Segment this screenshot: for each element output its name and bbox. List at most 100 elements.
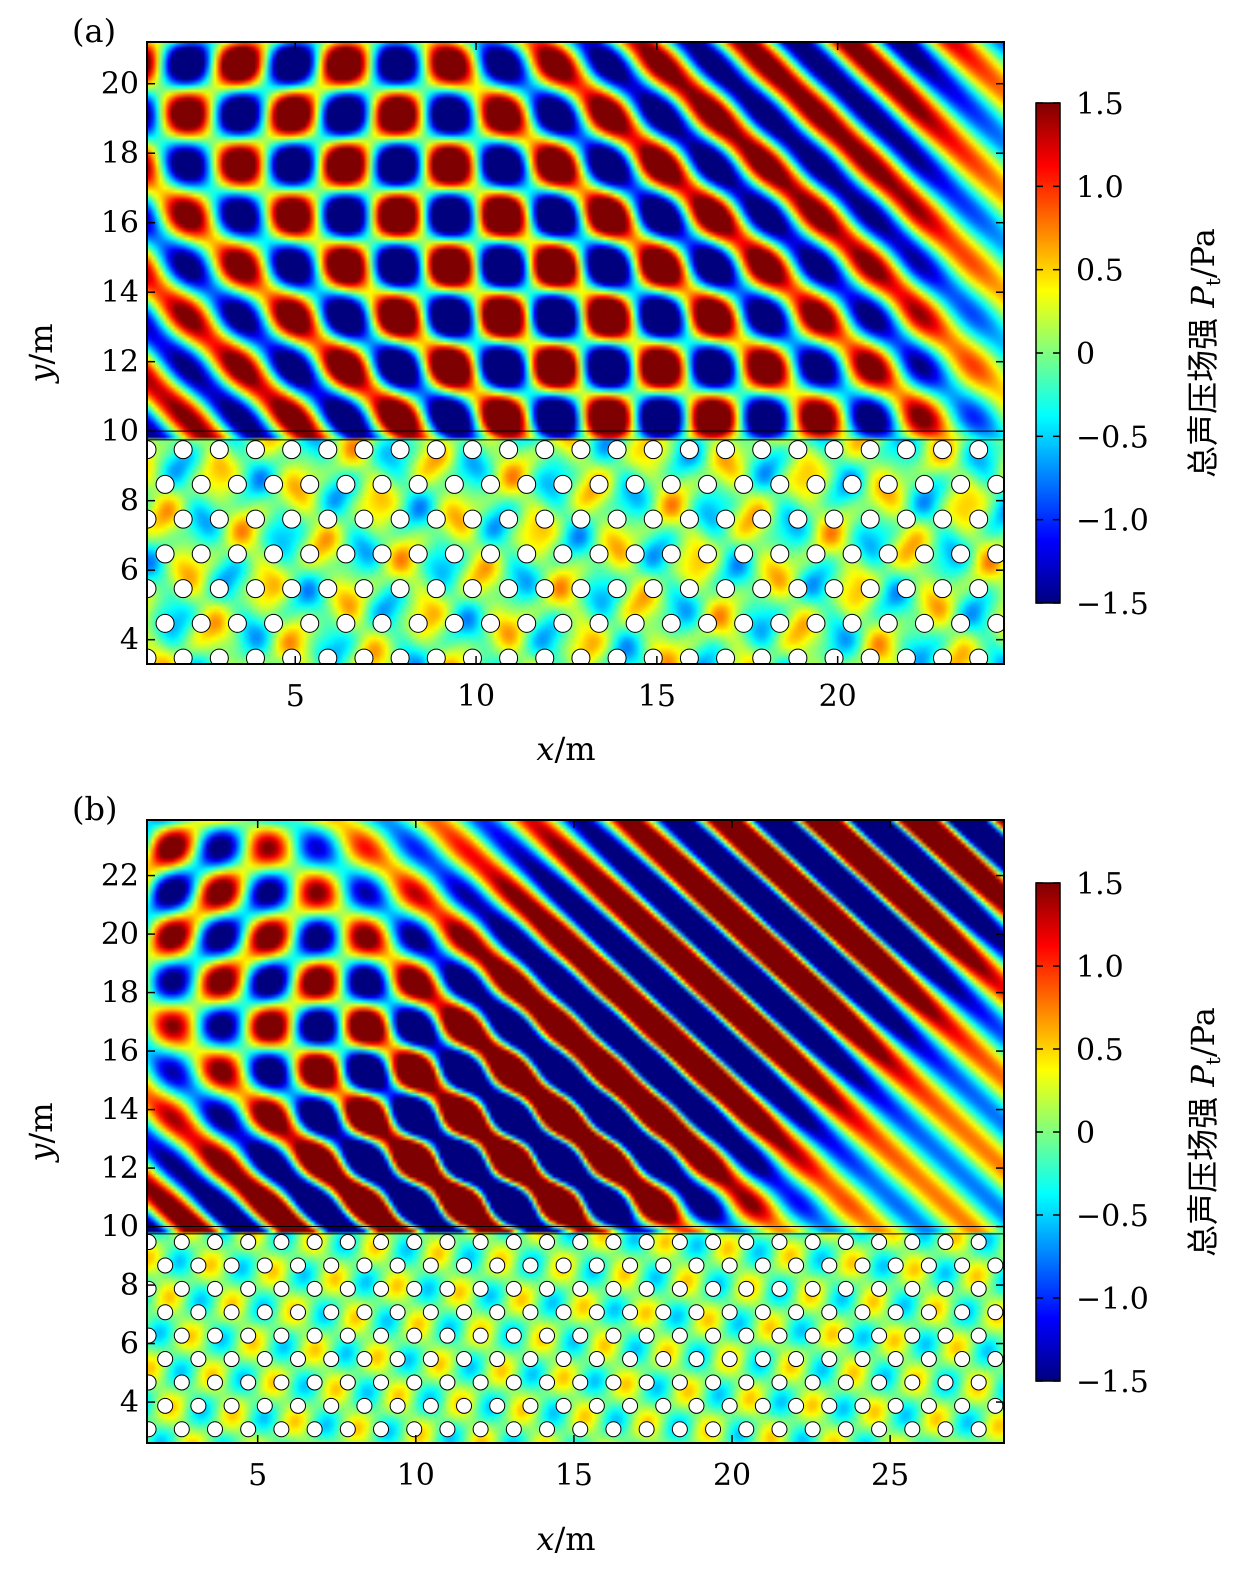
scatterer-circle xyxy=(157,1351,174,1368)
scatterer-circle xyxy=(256,1397,273,1414)
scatterer-circle xyxy=(754,1304,771,1321)
scatterer-circle xyxy=(656,1445,671,1460)
y-tick-label: 14 xyxy=(101,1093,139,1128)
scatterer-circle xyxy=(147,1280,157,1297)
scatterer-circle xyxy=(622,1397,639,1414)
scatterer-circle xyxy=(854,1257,871,1274)
scatterer-circle xyxy=(354,579,374,599)
scatterer-circle xyxy=(625,613,645,633)
scatterer-circle xyxy=(124,1305,139,1320)
x-tick-label: 20 xyxy=(713,1458,751,1493)
scatterer-circle xyxy=(987,1304,1004,1321)
panel-a-x-axis-title: x/m xyxy=(536,730,595,768)
scatterer-circle xyxy=(406,1374,423,1391)
x-tick-label: 25 xyxy=(871,1458,909,1493)
scatterer-circle xyxy=(887,1257,904,1274)
scatterer-circle xyxy=(1006,649,1024,667)
scatterer-circle xyxy=(408,613,428,633)
scatterer-circle xyxy=(209,579,229,599)
x-tick-label: 10 xyxy=(397,1458,435,1493)
scatterer-circle xyxy=(804,1327,821,1344)
y-tick-label: 18 xyxy=(101,976,139,1011)
scatterer-circle xyxy=(522,1397,539,1414)
scatterer-circle xyxy=(970,1374,987,1391)
scatterer-circle xyxy=(444,544,464,564)
scatterer-circle xyxy=(389,1304,406,1321)
scatterer-circle xyxy=(716,579,736,599)
scatterer-circle xyxy=(102,510,120,528)
scatterer-circle xyxy=(860,648,880,664)
scatterer-circle xyxy=(771,1374,788,1391)
scatterer-circle xyxy=(339,1327,356,1344)
scatterer-circle xyxy=(522,1304,539,1321)
scatterer-circle xyxy=(539,1327,556,1344)
scatterer-circle xyxy=(505,1327,522,1344)
scatterer-circle xyxy=(191,1445,206,1460)
scatterer-circle xyxy=(921,1445,936,1460)
scatterer-circle xyxy=(671,1280,688,1297)
scatterer-circle xyxy=(336,613,356,633)
scatterer-circle xyxy=(173,648,193,664)
panel-a-y-axis-title: y/m xyxy=(22,323,60,384)
scatterer-circle xyxy=(173,1421,190,1438)
scatterer-circle xyxy=(256,1304,273,1321)
colorbar-tick-label: 1.0 xyxy=(1076,170,1124,205)
scatterer-circle xyxy=(555,1397,572,1414)
scatterer-circle xyxy=(209,440,229,460)
panel-a-plot-frame xyxy=(146,41,1005,665)
scatterer-circle xyxy=(951,544,971,564)
scatterer-circle xyxy=(878,613,898,633)
scatterer-circle xyxy=(571,579,591,599)
scatterer-circle xyxy=(223,1257,240,1274)
scatterer-circle xyxy=(643,509,663,529)
scatterer-circle xyxy=(954,1304,971,1321)
scatterer-circle xyxy=(206,1421,223,1438)
scatterer-circle xyxy=(422,1304,439,1321)
scatterer-circle xyxy=(625,474,645,494)
panel-a-colorbar-title: 总声压场强 Pt/Pa xyxy=(1184,228,1225,478)
colorbar-tick-label: −0.5 xyxy=(1076,420,1149,455)
y-tick-label: 10 xyxy=(101,1210,139,1245)
scatterer-circle xyxy=(155,544,175,564)
scatterer-circle xyxy=(406,1280,423,1297)
scatterer-circle xyxy=(638,1327,655,1344)
scatterer-circle xyxy=(671,1234,688,1251)
scatterer-circle xyxy=(970,1327,987,1344)
scatterer-circle xyxy=(481,474,501,494)
colorbar-tick-label: −1.5 xyxy=(1076,1365,1149,1400)
scatterer-circle xyxy=(505,1421,522,1438)
scatterer-circle xyxy=(102,649,120,667)
scatterer-circle xyxy=(356,1257,373,1274)
scatterer-circle xyxy=(860,440,880,460)
scatterer-circle xyxy=(108,1422,123,1437)
colorbar-tick-label: −1.0 xyxy=(1076,504,1149,539)
scatterer-circle xyxy=(837,1421,854,1438)
scatterer-circle xyxy=(771,1234,788,1251)
scatterer-circle xyxy=(721,1304,738,1321)
scatterer-circle xyxy=(472,1374,489,1391)
scatterer-circle xyxy=(821,1304,838,1321)
scatterer-circle xyxy=(147,440,157,460)
scatterer-circle xyxy=(655,1351,672,1368)
scatterer-circle xyxy=(462,440,482,460)
scatterer-circle xyxy=(390,509,410,529)
scatterer-circle xyxy=(937,1374,954,1391)
scatterer-circle xyxy=(147,509,157,529)
scatterer-circle xyxy=(444,613,464,633)
scatterer-circle xyxy=(323,1304,340,1321)
scatterer-circle xyxy=(472,1327,489,1344)
scatterer-circle xyxy=(572,1280,589,1297)
scatterer-circle xyxy=(754,1351,771,1368)
scatterer-circle xyxy=(357,1445,372,1460)
scatterer-circle xyxy=(842,474,862,494)
scatterer-circle xyxy=(439,1280,456,1297)
scatterer-circle xyxy=(738,1421,755,1438)
scatterer-circle xyxy=(804,1421,821,1438)
scatterer-circle xyxy=(390,579,410,599)
panel-b-y-axis-title: y/m xyxy=(22,1102,60,1163)
scatterer-circle xyxy=(389,1397,406,1414)
scatterer-circle xyxy=(306,1421,323,1438)
scatterer-circle xyxy=(622,1351,639,1368)
scatterer-circle xyxy=(339,1234,356,1251)
scatterer-circle xyxy=(705,1234,722,1251)
